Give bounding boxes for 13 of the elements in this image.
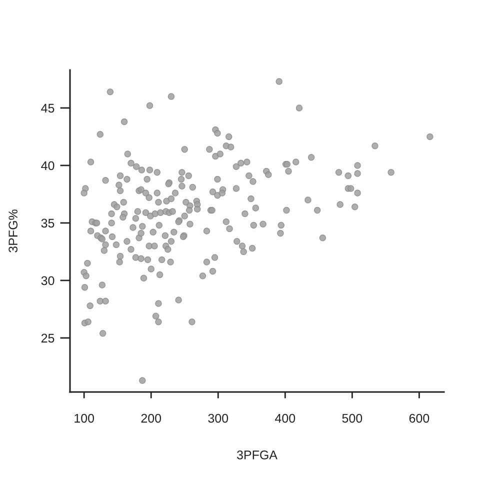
x-tick-label: 500 — [342, 414, 362, 423]
x-tick-label: 200 — [141, 414, 162, 423]
x-axis-title: 3PFGA — [236, 450, 278, 460]
x-tick-label: 600 — [409, 414, 430, 423]
y-tick-label: 30 — [41, 276, 54, 286]
x-tick-label: 400 — [275, 414, 296, 423]
y-tick-label: 25 — [41, 334, 54, 343]
x-tick-label: 300 — [208, 414, 228, 423]
y-tick-label: 45 — [41, 104, 54, 113]
y-axis-title: 3PFG% — [8, 210, 18, 252]
y-tick-label: 35 — [41, 218, 54, 228]
y-tick-label: 40 — [41, 161, 54, 170]
x-tick-label: 100 — [74, 414, 94, 423]
